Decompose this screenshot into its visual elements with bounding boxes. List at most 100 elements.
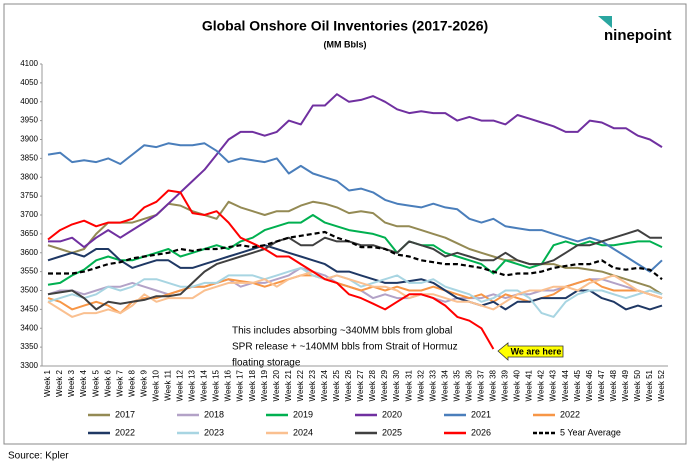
x-tick-label: Week 51 bbox=[645, 369, 654, 401]
x-tick-label: Week 35 bbox=[452, 369, 461, 401]
x-tick-label: Week 21 bbox=[284, 369, 293, 401]
legend-label: 2020 bbox=[382, 409, 402, 419]
x-tick-label: Week 49 bbox=[621, 369, 630, 401]
legend-label: 2021 bbox=[471, 409, 491, 419]
chart-subtitle: (MM Bbls) bbox=[324, 39, 367, 49]
series-line bbox=[47, 189, 495, 350]
y-tick-label: 3400 bbox=[20, 323, 38, 332]
x-tick-label: Week 33 bbox=[428, 369, 437, 401]
series-line bbox=[47, 244, 663, 311]
series-line bbox=[47, 266, 663, 318]
callout-arrow bbox=[497, 342, 564, 361]
y-tick-label: 3950 bbox=[20, 116, 38, 125]
x-tick-label: Week 52 bbox=[657, 369, 666, 401]
x-tick-label: Week 39 bbox=[501, 369, 510, 401]
x-tick-label: Week 19 bbox=[260, 369, 269, 401]
y-tick-label: 4000 bbox=[20, 97, 38, 106]
x-tick-label: Week 43 bbox=[549, 369, 558, 401]
x-tick-label: Week 20 bbox=[272, 369, 281, 401]
x-tick-label: Week 1 bbox=[43, 369, 52, 397]
legend-label: 2018 bbox=[204, 409, 224, 419]
x-tick-label: Week 10 bbox=[151, 369, 160, 401]
series-line bbox=[48, 230, 663, 281]
y-tick-label: 4100 bbox=[20, 59, 38, 68]
legend-label: 2022 bbox=[560, 409, 580, 419]
legend-label: 2019 bbox=[293, 409, 313, 419]
y-tick-label: 3700 bbox=[20, 210, 38, 219]
x-tick-label: Week 13 bbox=[188, 369, 197, 401]
x-tick-label: Week 29 bbox=[380, 369, 389, 401]
x-tick-label: Week 34 bbox=[440, 369, 449, 401]
y-tick-label: 3750 bbox=[20, 191, 38, 200]
x-tick-label: Week 47 bbox=[597, 369, 606, 401]
y-tick-label: 3350 bbox=[20, 342, 38, 351]
x-tick-label: Week 24 bbox=[320, 369, 329, 401]
series-line bbox=[48, 93, 663, 249]
y-tick-label: 3550 bbox=[20, 267, 38, 276]
x-tick-label: Week 50 bbox=[633, 369, 642, 401]
series-line bbox=[47, 142, 663, 273]
x-tick-label: Week 5 bbox=[91, 369, 100, 397]
y-tick-label: 3800 bbox=[20, 172, 38, 181]
logo-mark bbox=[598, 16, 612, 28]
x-tick-label: Week 30 bbox=[392, 369, 401, 401]
x-tick-label: Week 9 bbox=[139, 369, 148, 397]
y-tick-label: 3300 bbox=[20, 361, 38, 370]
x-tick-label: Week 37 bbox=[477, 369, 486, 401]
legend-label: 5 Year Average bbox=[560, 427, 621, 437]
x-tick-label: Week 8 bbox=[127, 369, 136, 397]
x-tick-label: Week 12 bbox=[176, 369, 185, 401]
x-tick-label: Week 31 bbox=[404, 369, 413, 401]
x-tick-label: Week 6 bbox=[103, 369, 112, 397]
annotation: SPR release + ~140MM bbls from Strait of… bbox=[232, 342, 458, 353]
legend-label: 2022 bbox=[115, 427, 135, 437]
annotation: floating storage bbox=[232, 358, 301, 369]
callout-text: We are here bbox=[511, 346, 562, 356]
x-tick-label: Week 14 bbox=[200, 369, 209, 401]
x-tick-label: Week 40 bbox=[513, 369, 522, 401]
x-tick-label: Week 16 bbox=[224, 369, 233, 401]
x-tick-label: Week 22 bbox=[296, 369, 305, 401]
x-tick-label: Week 44 bbox=[561, 369, 570, 401]
legend-label: 2024 bbox=[293, 427, 313, 437]
x-tick-label: Week 28 bbox=[368, 369, 377, 401]
y-tick-label: 3850 bbox=[20, 153, 38, 162]
logo-text: ninepoint bbox=[604, 27, 672, 44]
series-line bbox=[47, 200, 663, 296]
chart-border bbox=[3, 3, 687, 445]
legend-label: 2025 bbox=[382, 427, 402, 437]
x-tick-label: Week 4 bbox=[79, 369, 88, 397]
x-tick-label: Week 45 bbox=[573, 369, 582, 401]
x-tick-label: Week 32 bbox=[416, 369, 425, 401]
x-tick-label: Week 18 bbox=[248, 369, 257, 401]
logo: ninepoint bbox=[598, 16, 672, 44]
x-tick-label: Week 38 bbox=[489, 369, 498, 401]
y-tick-label: 4050 bbox=[20, 78, 38, 87]
legend-label: 2026 bbox=[471, 427, 491, 437]
x-tick-label: Week 11 bbox=[164, 369, 173, 400]
x-tick-label: Week 36 bbox=[464, 369, 473, 401]
annotation: This includes absorbing ~340MM bbls from… bbox=[232, 326, 452, 337]
y-tick-label: 3650 bbox=[20, 229, 38, 238]
source: Source: Kpler bbox=[8, 451, 69, 462]
x-tick-label: Week 27 bbox=[356, 369, 365, 401]
x-tick-label: Week 26 bbox=[344, 369, 353, 401]
legend-label: 2023 bbox=[204, 427, 224, 437]
x-tick-label: Week 15 bbox=[212, 369, 221, 401]
y-tick-label: 3500 bbox=[20, 286, 38, 295]
x-tick-label: Week 7 bbox=[115, 369, 124, 397]
x-tick-label: Week 25 bbox=[332, 369, 341, 401]
x-tick-label: Week 2 bbox=[55, 369, 64, 397]
y-tick-label: 3450 bbox=[20, 304, 38, 313]
x-tick-label: Week 46 bbox=[585, 369, 594, 401]
x-tick-label: Week 17 bbox=[236, 369, 245, 401]
y-tick-label: 3900 bbox=[20, 135, 38, 144]
x-tick-label: Week 23 bbox=[308, 369, 317, 401]
legend-label: 2017 bbox=[115, 409, 135, 419]
x-tick-label: Week 42 bbox=[537, 369, 546, 401]
x-tick-label: Week 3 bbox=[67, 369, 76, 397]
x-tick-label: Week 48 bbox=[609, 369, 618, 401]
x-tick-label: Week 41 bbox=[525, 369, 534, 401]
chart-title: Global Onshore Oil Inventories (2017-202… bbox=[202, 18, 488, 34]
